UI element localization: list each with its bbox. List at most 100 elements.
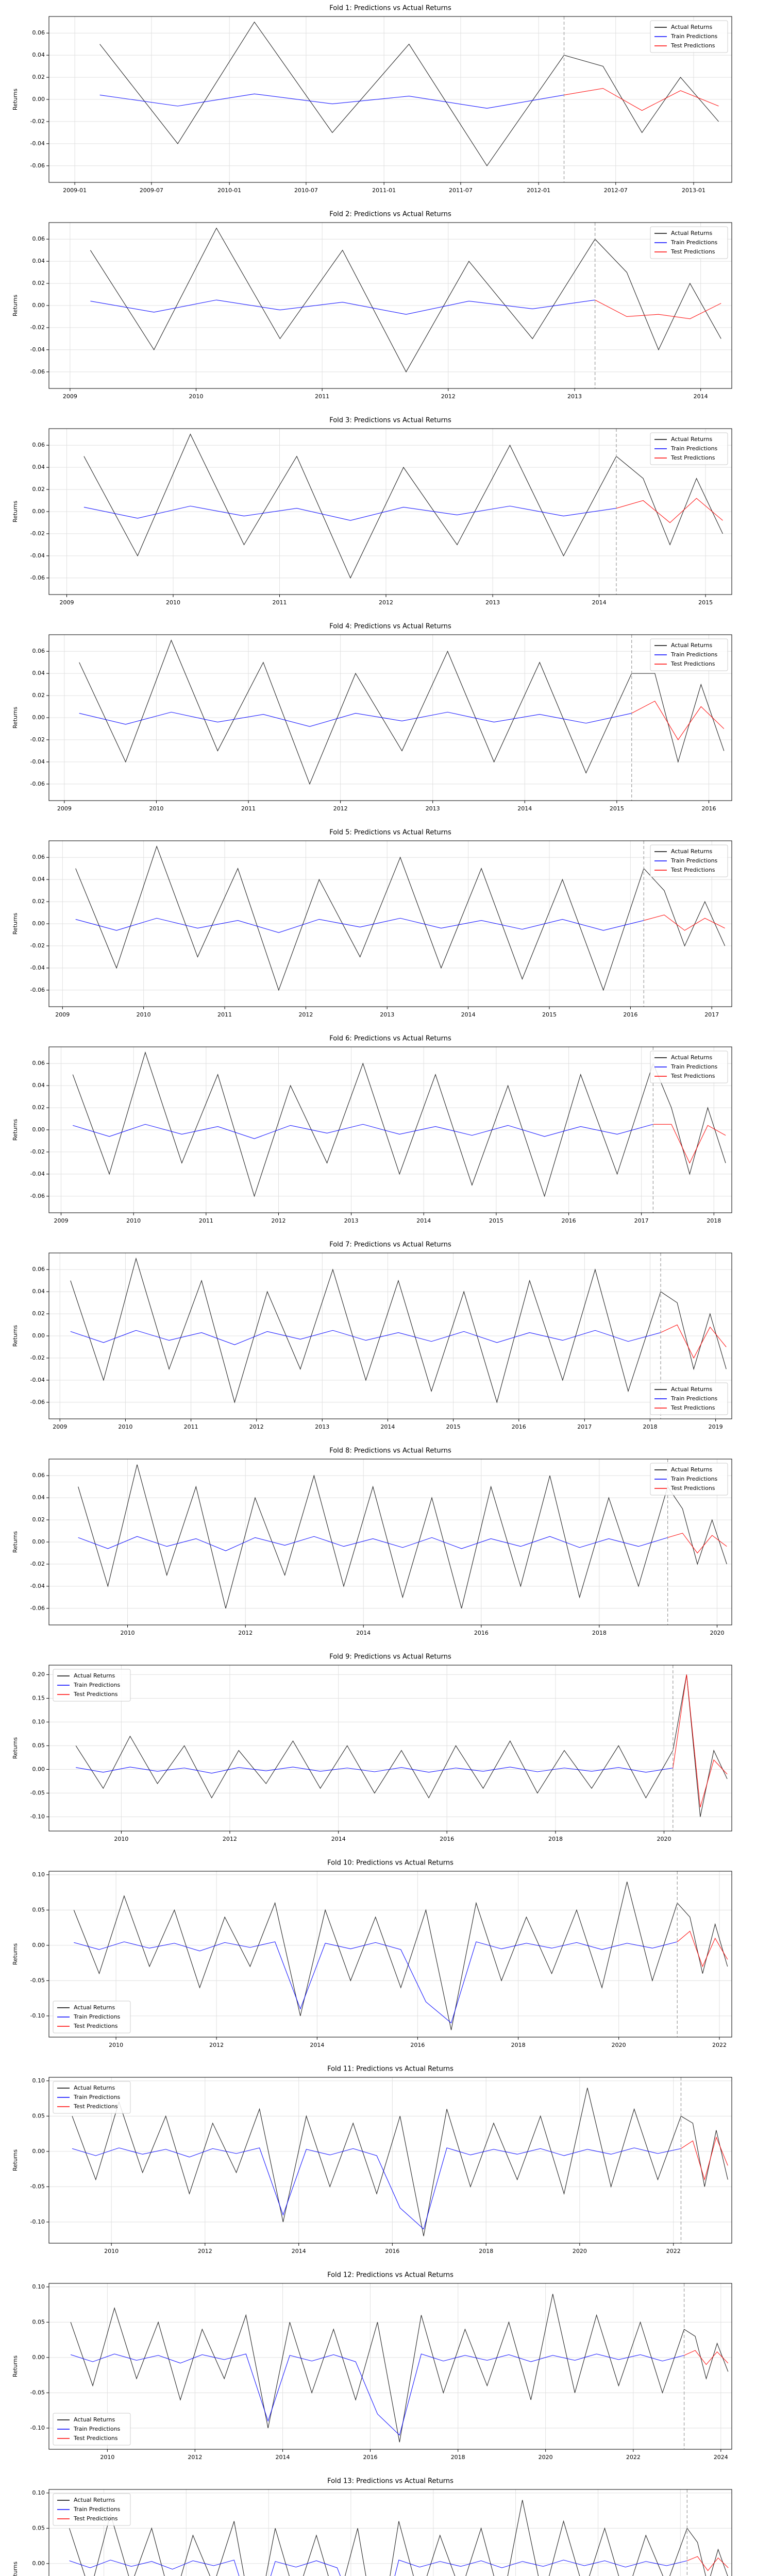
legend-label: Train Predictions <box>73 1682 121 1688</box>
x-tick-label: 2012 <box>188 2454 202 2461</box>
x-tick-label: 2010 <box>121 1630 135 1636</box>
series-line <box>99 93 564 109</box>
y-axis-label: Returns <box>12 1737 19 1759</box>
subplot-title: Fold 1: Predictions vs Actual Returns <box>329 5 451 12</box>
plot-frame <box>48 840 732 1007</box>
legend-label: Test Predictions <box>670 1404 715 1411</box>
x-tick-label: 2014 <box>292 2248 306 2255</box>
plot-frame <box>48 1665 732 1832</box>
legend-label: Test Predictions <box>73 2515 118 2522</box>
y-tick-label: 0.05 <box>32 2112 45 2119</box>
x-tick-label: 2010 <box>137 1011 151 1018</box>
legend-label: Test Predictions <box>670 660 715 667</box>
y-tick-label: 0.04 <box>32 1494 45 1501</box>
x-tick-label: 2016 <box>623 1011 637 1018</box>
y-tick-label: 0.04 <box>32 876 45 883</box>
legend-box <box>53 2413 131 2446</box>
x-tick-label: 2012 <box>298 1011 313 1018</box>
x-tick-label: 2011 <box>315 393 329 400</box>
x-tick-label: 2013 <box>567 393 582 400</box>
series-line <box>69 2500 728 2576</box>
legend-label: Train Predictions <box>670 239 718 246</box>
legend: Actual Returns Train Predictions Test Pred… <box>53 2001 131 2033</box>
x-tick-label: 2013 <box>426 805 440 812</box>
y-axis-label: Returns <box>12 707 19 729</box>
x-tick-label: 2014 <box>356 1630 371 1636</box>
y-tick-label: 0.00 <box>32 302 45 309</box>
x-tick-label: 2018 <box>707 1217 721 1224</box>
y-tick-label: -0.02 <box>30 942 45 949</box>
legend: Actual Returns Train Predictions Test Pred… <box>650 638 728 671</box>
y-tick-label: 0.00 <box>32 1538 45 1545</box>
series-line <box>73 1882 728 2030</box>
y-axis-label: Returns <box>12 1943 19 1965</box>
subplot: Fold 10: Predictions vs Actual Returns Re… <box>12 1859 732 2048</box>
y-tick-label: 0.02 <box>32 692 45 699</box>
x-tick-label: 2009-07 <box>140 187 163 194</box>
x-tick-label: 2011 <box>241 805 256 812</box>
x-tick-label: 2012 <box>209 2042 224 2048</box>
x-tick-label: 2015 <box>542 1011 557 1018</box>
y-axis-label: Returns <box>12 295 19 317</box>
legend: Actual Returns Train Predictions Test Pred… <box>650 226 728 259</box>
y-tick-label: 0.00 <box>32 508 45 515</box>
plot-frame <box>48 2283 732 2450</box>
y-tick-label: 0.00 <box>32 1942 45 1948</box>
x-tick-label: 2011 <box>199 1217 213 1224</box>
series-line <box>83 433 723 579</box>
x-tick-label: 2011-07 <box>449 187 473 194</box>
subplot: Fold 3: Predictions vs Actual Returns Ret… <box>12 417 732 606</box>
legend-box <box>650 638 728 671</box>
x-tick-label: 2018 <box>479 2248 493 2255</box>
y-tick-label: 0.10 <box>32 2283 45 2290</box>
series-line <box>78 1536 668 1551</box>
x-tick-label: 2011-01 <box>372 187 396 194</box>
y-tick-label: -0.06 <box>30 368 45 375</box>
legend-label: Actual Returns <box>671 848 712 855</box>
x-tick-label: 2018 <box>643 1423 657 1430</box>
x-tick-label: 2009-01 <box>63 187 87 194</box>
y-tick-label: 0.04 <box>32 52 45 58</box>
y-tick-label: 0.06 <box>32 648 45 654</box>
legend-box <box>53 2081 131 2114</box>
subplot-title: Fold 5: Predictions vs Actual Returns <box>329 829 451 837</box>
legend-label: Actual Returns <box>671 642 712 649</box>
y-tick-label: -0.06 <box>30 1399 45 1405</box>
x-tick-label: 2009 <box>54 1217 69 1224</box>
subplot-title: Fold 13: Predictions vs Actual Returns <box>327 2478 453 2485</box>
y-tick-label: -0.06 <box>30 987 45 993</box>
x-tick-label: 2014 <box>310 2042 324 2048</box>
x-tick-label: 2013-01 <box>682 187 705 194</box>
legend-label: Train Predictions <box>73 2506 121 2513</box>
legend-label: Actual Returns <box>74 2004 115 2011</box>
series-line <box>72 2147 681 2230</box>
legend: Actual Returns Train Predictions Test Pred… <box>650 844 728 877</box>
y-tick-label: 0.00 <box>32 1766 45 1772</box>
series-line <box>72 2088 728 2236</box>
series-line <box>673 1674 728 1808</box>
y-tick-label: -0.04 <box>30 140 45 147</box>
legend-label: Train Predictions <box>670 1395 718 1402</box>
legend-box <box>650 226 728 259</box>
y-tick-label: 0.02 <box>32 1310 45 1317</box>
y-tick-label: 0.02 <box>32 486 45 493</box>
y-axis-label: Returns <box>12 2149 19 2172</box>
subplot-title: Fold 6: Predictions vs Actual Returns <box>329 1035 451 1043</box>
y-tick-label: -0.02 <box>30 324 45 331</box>
y-tick-label: -0.04 <box>30 964 45 971</box>
y-tick-label: 0.05 <box>32 1906 45 1913</box>
series-line <box>90 299 595 315</box>
y-tick-label: 0.00 <box>32 2354 45 2361</box>
x-tick-label: 2024 <box>714 2454 728 2461</box>
x-tick-label: 2017 <box>634 1217 649 1224</box>
legend-label: Train Predictions <box>670 651 718 658</box>
y-tick-label: -0.06 <box>30 1605 45 1612</box>
y-tick-label: -0.05 <box>30 1977 45 1984</box>
x-tick-label: 2012-01 <box>527 187 550 194</box>
y-tick-label: -0.02 <box>30 1148 45 1155</box>
x-tick-label: 2010-07 <box>294 187 318 194</box>
y-tick-label: -0.02 <box>30 1354 45 1361</box>
y-tick-label: -0.10 <box>30 1813 45 1820</box>
x-tick-label: 2010-01 <box>217 187 241 194</box>
